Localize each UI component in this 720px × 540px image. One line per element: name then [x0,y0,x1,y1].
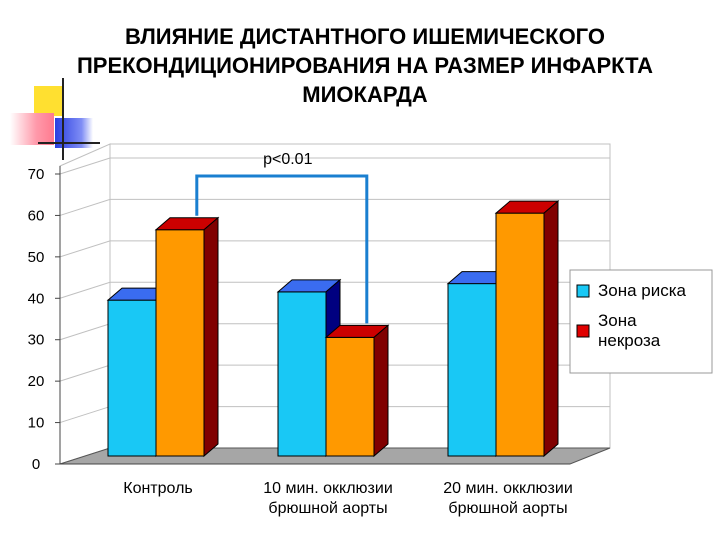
legend-label-2: некроза [598,331,661,350]
bar-necrosis-1 [155,229,205,457]
x-category-label-line: 10 мин. окклюзии [263,480,393,497]
legend-swatch-2 [576,324,590,338]
y-tick-label: 40 [28,290,45,307]
legend-label-1: Зона риска [598,281,687,300]
bar-risk-1 [107,299,157,457]
x-category-label-line: Контроль [123,480,193,497]
gridline [59,281,610,299]
bar-necrosis-2 [325,336,375,457]
legend-swatch-1 [576,284,590,298]
y-tick-label: 10 [28,415,45,432]
y-tick-label: 50 [28,249,45,266]
bar-necrosis-3 [495,212,545,457]
x-category-label: Контроль [58,479,258,499]
corner-vertical-line [62,78,64,160]
bar-risk-2 [277,291,327,457]
legend-label-2: Зона [598,311,637,330]
x-category-label-line: брюшной аорты [448,500,568,517]
y-tick-label: 20 [28,373,45,390]
x-category-label-line: 20 мин. окклюзии [443,480,573,497]
y-tick-label: 70 [28,166,45,183]
gridline [59,157,610,175]
x-category-label-line: брюшной аорты [268,500,388,517]
corner-horizontal-line [38,142,100,144]
significance-label: p<0.01 [263,151,312,168]
x-category-label: 10 мин. окклюзии брюшной аорты [228,479,428,519]
y-tick-label: 60 [28,207,45,224]
y-tick-label: 0 [32,456,40,473]
gridline [59,240,610,258]
bar-risk-3 [447,283,497,457]
legend-box [569,269,713,374]
corner-pink-square [10,113,54,145]
side-wall [59,143,111,465]
significance-bracket [195,174,369,324]
page-title: ВЛИЯНИЕ ДИСТАНТНОГО ИШЕМИЧЕСКОГО ПРЕКОНД… [76,24,654,107]
y-tick-label: 30 [28,332,45,349]
bar-side-necrosis-2 [373,324,389,458]
corner-yellow-square [34,86,64,116]
x-category-label: 20 мин. окклюзии брюшной аорты [408,479,608,519]
bar-side-necrosis-1 [203,216,219,458]
bar-side-necrosis-3 [543,200,559,458]
gridline [59,198,610,216]
